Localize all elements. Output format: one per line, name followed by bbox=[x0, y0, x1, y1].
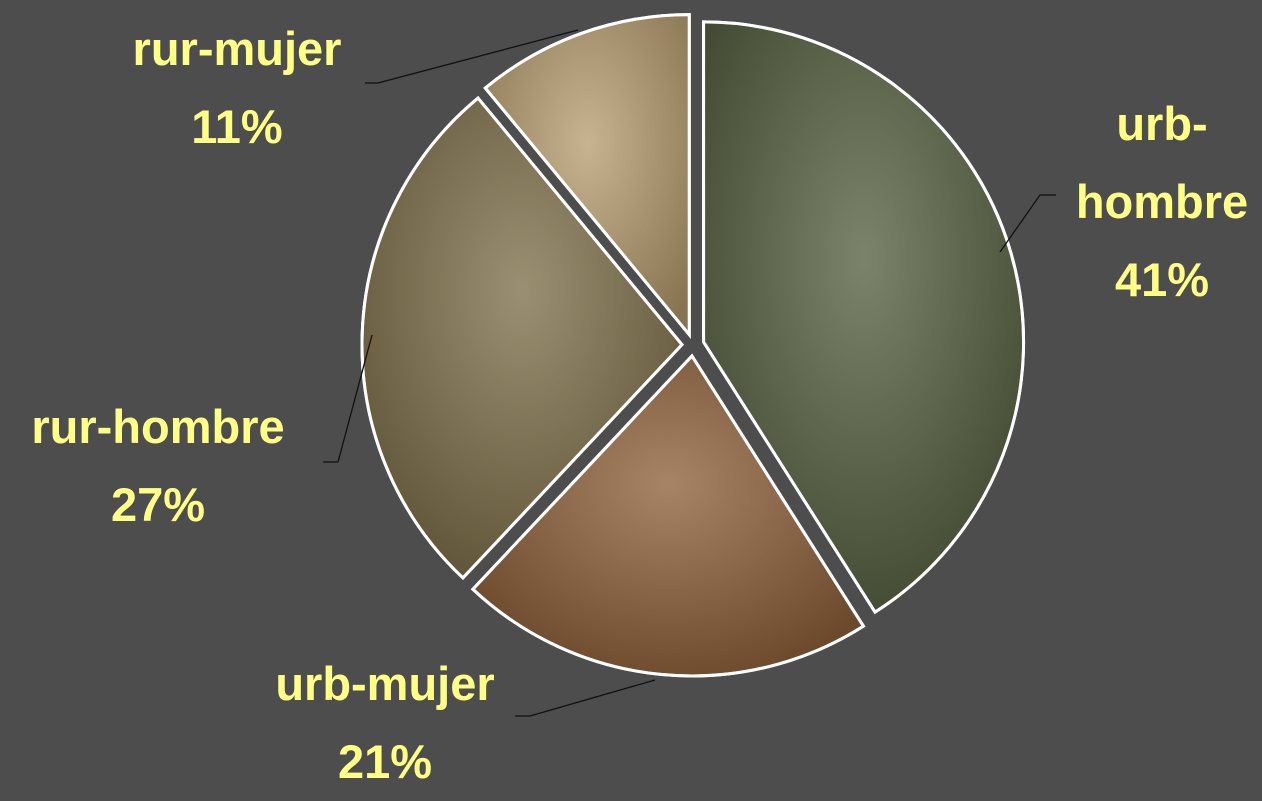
slice-shade bbox=[702, 20, 1026, 615]
leader-line bbox=[323, 334, 373, 463]
pie bbox=[360, 13, 1026, 678]
category-label: rur-hombre bbox=[31, 400, 285, 453]
slice-label: rur-mujer 11% bbox=[37, 10, 437, 166]
slice-label: urb-hombre 41% bbox=[1062, 85, 1262, 319]
category-label: urb-hombre bbox=[1075, 97, 1249, 228]
slice-shade bbox=[470, 353, 866, 678]
slice-label: rur-hombre 27% bbox=[0, 388, 358, 544]
value-label: 27% bbox=[110, 478, 206, 531]
leader-line bbox=[999, 194, 1056, 253]
value-label: 21% bbox=[337, 735, 433, 788]
slice-shade bbox=[360, 95, 685, 581]
slice-shade bbox=[483, 13, 691, 339]
value-label: 41% bbox=[1114, 253, 1210, 306]
page: urb-hombre 41% urb-mujer 21% rur-hombre 27% ru… bbox=[0, 10, 1262, 788]
leader-line bbox=[515, 679, 656, 717]
value-label: 11% bbox=[191, 100, 283, 153]
slice-label: urb-mujer 21% bbox=[185, 645, 585, 801]
chart bbox=[323, 13, 1056, 717]
category-label: urb-mujer bbox=[275, 657, 495, 710]
leader-line bbox=[365, 29, 579, 84]
category-label: rur-mujer bbox=[132, 22, 342, 75]
